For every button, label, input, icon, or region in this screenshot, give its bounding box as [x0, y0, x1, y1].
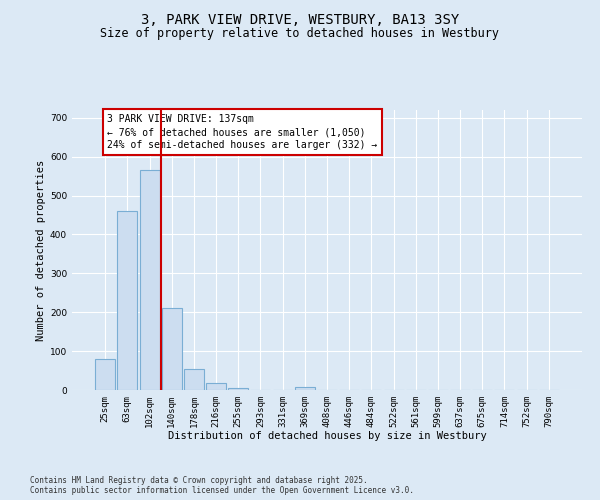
X-axis label: Distribution of detached houses by size in Westbury: Distribution of detached houses by size … [167, 432, 487, 442]
Y-axis label: Number of detached properties: Number of detached properties [36, 160, 46, 340]
Bar [206, 383, 226, 390]
Bar [295, 387, 315, 390]
Text: 3, PARK VIEW DRIVE, WESTBURY, BA13 3SY: 3, PARK VIEW DRIVE, WESTBURY, BA13 3SY [141, 12, 459, 26]
Text: Size of property relative to detached houses in Westbury: Size of property relative to detached ho… [101, 28, 499, 40]
Bar [162, 308, 182, 390]
Bar [95, 359, 115, 390]
Bar [184, 368, 204, 390]
Bar [228, 388, 248, 390]
Text: Contains HM Land Registry data © Crown copyright and database right 2025.
Contai: Contains HM Land Registry data © Crown c… [30, 476, 414, 495]
Bar [140, 170, 160, 390]
Text: 3 PARK VIEW DRIVE: 137sqm
← 76% of detached houses are smaller (1,050)
24% of se: 3 PARK VIEW DRIVE: 137sqm ← 76% of detac… [107, 114, 377, 150]
Bar [118, 211, 137, 390]
